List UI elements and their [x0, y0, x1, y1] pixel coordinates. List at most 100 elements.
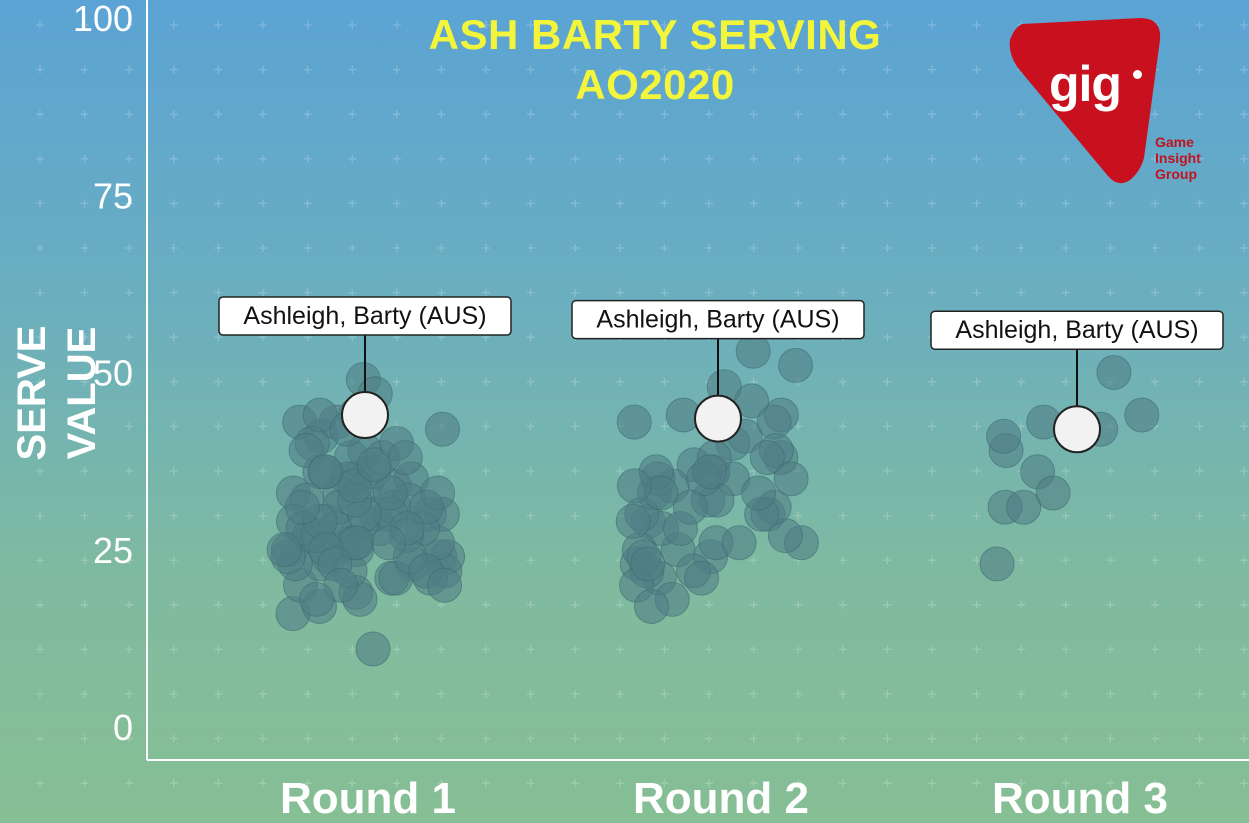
grid-cross — [1061, 690, 1070, 698]
grid-cross — [1195, 110, 1204, 119]
grid-cross — [749, 600, 758, 609]
grid-cross — [1240, 21, 1249, 29]
highlight-label-box — [930, 310, 1224, 350]
grid-cross — [928, 600, 936, 609]
grid-cross — [526, 199, 535, 208]
grid-cross — [1061, 199, 1070, 208]
grid-cross — [526, 645, 535, 654]
grid-cross — [214, 199, 223, 208]
grid-cross — [705, 244, 713, 252]
highlight-label-box — [218, 296, 512, 336]
grid-cross — [437, 21, 446, 29]
x-tick-label: Round 1 — [280, 774, 456, 823]
grid-cross — [1240, 110, 1249, 119]
grid-cross — [303, 21, 312, 29]
grid-cross — [972, 556, 981, 565]
grid-cross — [1240, 65, 1249, 74]
grid-cross — [125, 244, 134, 252]
grid-cross — [259, 511, 267, 520]
grid-cross — [80, 21, 89, 29]
grid-cross — [1106, 556, 1115, 565]
highlight-marker: Ashleigh, Barty (AUS) — [218, 296, 512, 440]
highlight-marker: Ashleigh, Barty (AUS) — [930, 310, 1224, 454]
grid-cross — [615, 199, 624, 208]
grid-cross — [36, 288, 44, 297]
y-axis-label: SERVE VALUE — [10, 325, 104, 461]
grid-cross — [169, 556, 178, 565]
grid-cross — [749, 556, 758, 565]
grid-cross — [36, 65, 44, 74]
grid-cross — [838, 467, 847, 475]
y-tick-label: 0 — [113, 707, 133, 748]
grid-cross — [1151, 690, 1159, 698]
grid-cross — [214, 65, 223, 74]
grid-cross — [437, 199, 446, 208]
chart-title-line-1: ASH BARTY SERVING — [428, 11, 882, 58]
data-point — [734, 383, 770, 419]
grid-cross — [259, 600, 267, 609]
grid-cross — [1017, 779, 1026, 788]
grid-cross — [1017, 154, 1026, 163]
y-tick-labels: 0 25 50 75 100 — [73, 0, 133, 748]
grid-cross — [1151, 377, 1159, 386]
grid-cross — [1151, 556, 1159, 565]
data-point — [616, 468, 652, 504]
grid-cross — [928, 244, 936, 252]
grid-cross — [705, 65, 713, 74]
grid-cross — [348, 154, 357, 163]
grid-cross — [749, 244, 758, 252]
x-tick-labels: Round 1 Round 2 Round 3 — [280, 774, 1168, 823]
grid-cross — [80, 511, 89, 520]
grid-cross — [1061, 467, 1070, 475]
grid-cross — [80, 199, 89, 208]
grid-cross — [972, 21, 981, 29]
grid-cross — [80, 65, 89, 74]
grid-cross — [1106, 645, 1115, 654]
grid-cross — [928, 377, 936, 386]
grid-cross — [437, 288, 446, 297]
grid-cross — [1061, 377, 1070, 386]
grid-cross — [1061, 556, 1070, 565]
grid-cross — [169, 779, 178, 788]
grid-cross — [1017, 288, 1026, 297]
grid-cross — [972, 600, 981, 609]
grid-cross — [1195, 377, 1204, 386]
grid-cross — [80, 734, 89, 743]
grid-cross — [125, 377, 134, 386]
grid-cross — [571, 422, 580, 431]
grid-cross — [125, 333, 134, 342]
grid-cross — [571, 377, 580, 386]
grid-cross — [972, 288, 981, 297]
grid-cross — [36, 556, 44, 565]
grid-cross — [392, 65, 401, 74]
grid-cross — [928, 779, 936, 788]
grid-cross — [1240, 244, 1249, 252]
grid-cross — [838, 244, 847, 252]
data-point — [387, 440, 423, 476]
grid-cross — [571, 199, 580, 208]
grid-cross — [259, 645, 267, 654]
logo-subtitle-line-3: Group — [1155, 166, 1197, 182]
grid-cross — [928, 690, 936, 698]
highlight-point — [694, 394, 742, 443]
grid-cross — [348, 244, 357, 252]
grid-cross — [705, 21, 713, 29]
grid-cross — [883, 377, 892, 386]
grid-cross — [169, 333, 178, 342]
grid-cross — [259, 556, 267, 565]
grid-cross — [482, 110, 490, 119]
grid-cross — [883, 288, 892, 297]
grid-cross — [214, 110, 223, 119]
grid-cross — [214, 333, 223, 342]
grid-cross — [1240, 422, 1249, 431]
grid-cross — [169, 467, 178, 475]
grid-cross — [615, 21, 624, 29]
grid-cross — [437, 734, 446, 743]
grid-cross — [571, 645, 580, 654]
grid-cross — [1240, 288, 1249, 297]
grid-cross — [883, 422, 892, 431]
grid-cross — [303, 110, 312, 119]
grid-cross — [1106, 244, 1115, 252]
chart-title-line-2: AO2020 — [575, 61, 735, 108]
grid-cross — [80, 154, 89, 163]
